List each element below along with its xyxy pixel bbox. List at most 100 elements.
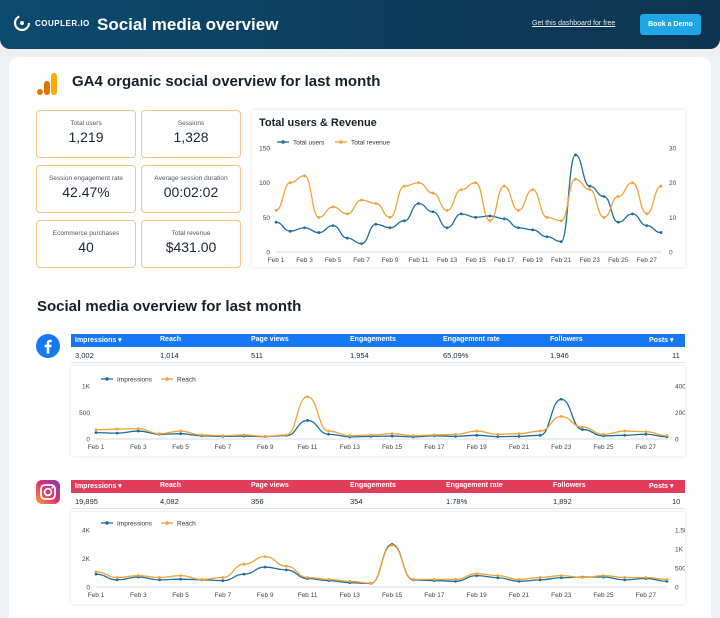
col-followers[interactable]: Followers	[550, 336, 583, 343]
col-impressions[interactable]: Impressions ▾	[75, 483, 122, 490]
get-dashboard-link[interactable]: Get this dashboard for free	[532, 20, 616, 27]
series-line-total-users	[275, 154, 662, 245]
data-point	[179, 432, 182, 436]
data-point	[517, 209, 520, 212]
data-point	[616, 220, 620, 224]
data-point	[502, 217, 506, 221]
logo-text: COUPLER.IO	[35, 18, 90, 28]
coupler-logo[interactable]: COUPLER.IO	[14, 15, 90, 31]
col-engagement-rate[interactable]: Engagement rate	[443, 336, 500, 343]
instagram-impressions-reach-chart: 0 2K 4K 0 500 1K 1.5K Feb 1 Feb 3 Feb 5 Feb 7 Feb 9…	[82, 521, 689, 600]
data-point	[221, 579, 225, 582]
data-point	[388, 226, 392, 230]
col-page-views[interactable]: Page views	[251, 336, 289, 343]
col-posts[interactable]: Posts ▾	[649, 337, 674, 344]
y-left-tick-label: 1K	[82, 384, 91, 391]
data-point	[616, 195, 620, 198]
x-tick-label: Feb 27	[636, 444, 657, 451]
kpi-value: 00:02:02	[163, 184, 219, 200]
data-point	[445, 226, 449, 230]
x-tick-label: Feb 21	[551, 257, 572, 264]
data-point	[623, 429, 627, 433]
x-tick-label: Feb 23	[551, 592, 572, 599]
data-point	[531, 228, 535, 232]
data-point	[288, 229, 292, 233]
data-point	[659, 184, 663, 188]
legend-label: Reach	[177, 377, 196, 384]
data-point	[432, 433, 436, 437]
data-point	[369, 433, 373, 437]
x-tick-label: Feb 11	[409, 257, 429, 264]
users-revenue-chart: 0 50 100 150 0 10 20 30 Feb 1 Feb 3 Feb 5 Feb 7 Feb …	[259, 140, 677, 265]
y-right-tick-label: 10	[669, 215, 677, 222]
data-point	[115, 431, 119, 435]
series-line-reach	[95, 395, 668, 438]
data-point	[306, 419, 309, 422]
data-point	[454, 578, 457, 581]
data-point	[303, 226, 306, 230]
col-reach[interactable]: Reach	[160, 336, 182, 343]
data-point	[274, 209, 278, 212]
coupler-logo-icon	[14, 15, 30, 31]
cell-posts: 11	[672, 351, 680, 360]
book-demo-button[interactable]: Book a Demo	[640, 14, 701, 35]
data-point	[517, 432, 521, 436]
col-engagement-rate[interactable]: Engagement rate	[446, 482, 503, 489]
legend-marker	[339, 140, 343, 144]
x-tick-label: Feb 17	[424, 592, 445, 599]
data-point	[417, 202, 420, 205]
data-point	[445, 209, 449, 212]
data-point	[459, 188, 463, 191]
col-impressions[interactable]: Impressions ▾	[75, 337, 122, 344]
data-point	[538, 576, 542, 579]
y-right-tick-label: 0	[675, 437, 679, 444]
data-point	[115, 576, 119, 579]
data-point	[644, 432, 648, 436]
data-point	[345, 212, 349, 216]
col-engagements[interactable]: Engagements	[350, 482, 396, 489]
cell-reach: 1,014	[160, 351, 179, 360]
data-point	[431, 191, 435, 195]
x-tick-label: Feb 17	[494, 257, 515, 264]
x-tick-label: Feb 19	[523, 257, 544, 264]
y-right-tick-label: 400	[675, 384, 685, 391]
data-point	[284, 433, 288, 437]
col-page-views[interactable]: Page views	[251, 482, 289, 489]
data-point	[474, 215, 478, 219]
data-point	[402, 184, 406, 188]
series-line-total-revenue	[275, 175, 662, 222]
users-revenue-chart-card: Total users & Revenue 0 50 100 150 0 10 20 30 Fe…	[252, 110, 685, 267]
data-point	[345, 236, 349, 240]
facebook-table-row: 3,002 1,014 511 1,954 65.09% 1,946 11	[71, 349, 685, 363]
data-point	[158, 432, 161, 436]
data-point	[645, 224, 649, 228]
data-point	[588, 184, 592, 188]
x-tick-label: Feb 7	[215, 592, 232, 599]
data-point	[631, 212, 634, 216]
instagram-icon	[36, 480, 60, 504]
data-point	[284, 564, 288, 568]
data-point	[327, 429, 331, 433]
data-point	[559, 576, 563, 580]
data-point	[644, 430, 648, 434]
data-point	[306, 395, 309, 398]
col-followers[interactable]: Followers	[553, 482, 586, 489]
data-point	[475, 572, 479, 576]
x-tick-label: Feb 7	[215, 444, 232, 451]
x-tick-label: Feb 5	[172, 592, 189, 599]
col-posts[interactable]: Posts ▾	[649, 483, 674, 490]
legend-label: Reach	[177, 521, 196, 528]
data-point	[496, 435, 500, 439]
app-header: COUPLER.IO Social media overview Get thi…	[0, 0, 720, 49]
col-engagements[interactable]: Engagements	[350, 336, 396, 343]
data-point	[623, 433, 627, 437]
x-tick-label: Feb 1	[268, 257, 285, 264]
x-tick-label: Feb 11	[298, 592, 318, 599]
y-right-tick-label: 500	[675, 566, 685, 573]
kpi-total-revenue: Total revenue $431.00	[141, 220, 241, 268]
data-point	[496, 574, 500, 577]
legend-label: Impressions	[117, 521, 153, 528]
data-point	[263, 555, 267, 558]
col-reach[interactable]: Reach	[160, 482, 182, 489]
data-point	[388, 215, 392, 219]
